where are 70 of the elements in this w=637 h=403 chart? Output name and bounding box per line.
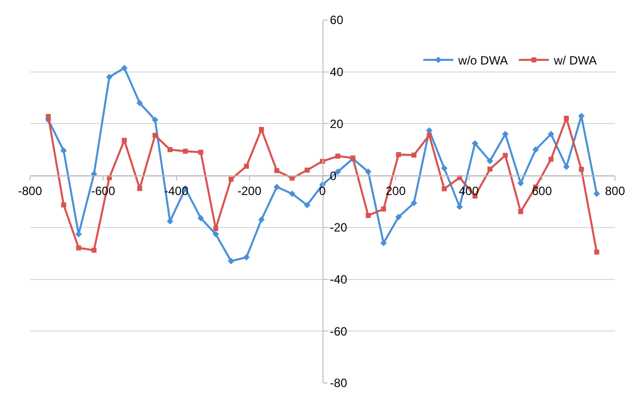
y-tick-label: -60: [330, 324, 348, 338]
point: [472, 140, 478, 147]
point: [335, 154, 340, 159]
legend-label: w/ DWA: [552, 54, 597, 68]
x-tick-label: -200: [237, 184, 262, 198]
point: [213, 226, 218, 231]
point: [168, 147, 173, 152]
point: [152, 116, 158, 124]
point: [228, 258, 234, 264]
y-tick-label: -20: [330, 220, 348, 235]
point: [594, 250, 600, 255]
point: [486, 158, 494, 164]
point: [532, 146, 539, 153]
point: [106, 74, 113, 80]
y-tick-label: -40: [330, 272, 348, 286]
point: [274, 184, 280, 190]
point: [518, 209, 524, 214]
point: [212, 230, 219, 238]
point: [243, 254, 250, 260]
point: [502, 130, 509, 138]
y-tick-label: 40: [330, 65, 344, 80]
point: [46, 114, 51, 119]
point: [91, 248, 96, 253]
point: [517, 180, 524, 186]
point: [258, 126, 264, 132]
point: [182, 148, 188, 154]
point: [228, 176, 234, 182]
point: [122, 138, 127, 143]
point: [441, 165, 448, 172]
point: [487, 166, 492, 172]
point: [426, 132, 432, 138]
point: [288, 190, 296, 197]
point: [380, 240, 387, 246]
point: [410, 200, 418, 206]
point: [442, 186, 447, 192]
y-tick-label: 60: [330, 13, 344, 28]
point: [381, 206, 386, 212]
point: [198, 214, 204, 222]
point: [578, 166, 584, 172]
point: [60, 147, 67, 154]
y-tick-label: 20: [330, 116, 344, 131]
point: [76, 245, 82, 250]
point: [564, 116, 569, 121]
point: [121, 64, 128, 72]
point: [61, 202, 66, 208]
x-tick-label: 600: [532, 184, 552, 198]
point: [137, 186, 142, 192]
point: [395, 214, 402, 220]
point: [396, 152, 402, 158]
point: [366, 213, 371, 218]
y-tick-label: -80: [330, 376, 348, 390]
point: [304, 202, 310, 208]
x-tick-label: 800: [604, 184, 626, 198]
point: [364, 168, 372, 175]
point: [411, 152, 416, 158]
point: [548, 156, 554, 162]
point: [304, 168, 310, 173]
point: [548, 130, 554, 138]
point: [563, 164, 570, 170]
point: [258, 216, 265, 223]
point: [198, 150, 204, 155]
x-tick-label: 0: [319, 184, 326, 198]
point: [274, 168, 280, 174]
point: [152, 132, 158, 138]
point: [244, 164, 249, 169]
legend-label: w/o DWA: [457, 54, 508, 68]
point: [593, 190, 600, 197]
x-tick-label: -800: [18, 184, 42, 198]
point: [136, 100, 143, 106]
point: [502, 152, 508, 158]
